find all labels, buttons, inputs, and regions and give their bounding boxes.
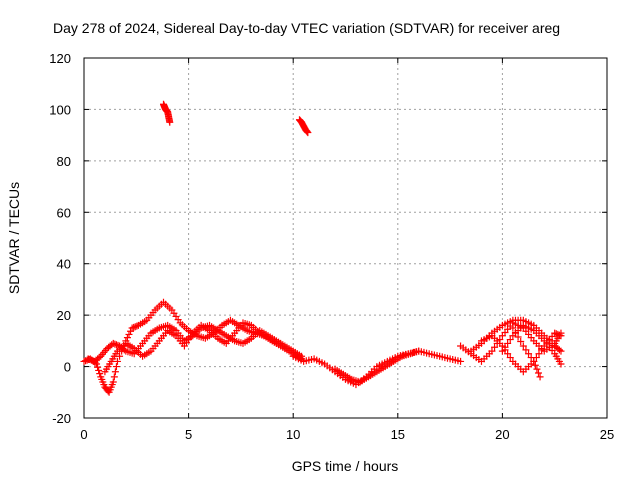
data-point xyxy=(506,336,514,344)
data-point xyxy=(557,332,565,340)
data-point xyxy=(113,357,121,365)
data-point xyxy=(557,347,565,355)
y-tick-label: 0 xyxy=(64,360,71,375)
data-point xyxy=(96,370,104,378)
data-point xyxy=(95,354,103,362)
x-tick-label: 15 xyxy=(391,427,405,442)
x-tick-label: 10 xyxy=(286,427,300,442)
data-point xyxy=(511,329,519,336)
data-point xyxy=(123,334,131,342)
data-point xyxy=(525,350,533,358)
data-point xyxy=(551,329,559,337)
data-point xyxy=(530,357,538,365)
data-point xyxy=(84,355,92,363)
data-point xyxy=(128,324,136,332)
data-point xyxy=(125,330,133,338)
axis-ticks: 0 5 10 15 20 25 -20 0 20 40 60 80 100 120 xyxy=(49,51,614,442)
data-point xyxy=(509,324,517,332)
x-tick-label: 25 xyxy=(600,427,614,442)
data-point xyxy=(415,347,423,355)
data-point xyxy=(504,339,512,347)
data-point xyxy=(457,357,465,365)
data-point xyxy=(304,129,312,137)
data-point xyxy=(555,331,563,339)
data-point xyxy=(112,341,120,349)
data-point xyxy=(109,339,117,347)
data-points xyxy=(80,100,565,396)
data-point xyxy=(111,340,119,348)
chart-title: Day 278 of 2024, Sidereal Day-to-day VTE… xyxy=(53,20,560,36)
series-spike-1 xyxy=(159,100,174,126)
plot-frame xyxy=(83,57,608,419)
data-point xyxy=(557,360,565,368)
data-point xyxy=(491,343,499,351)
data-point xyxy=(522,346,530,354)
data-point xyxy=(519,342,527,350)
series-arc-c xyxy=(101,319,280,376)
data-point xyxy=(89,357,97,365)
x-tick-label: 5 xyxy=(185,427,192,442)
data-point xyxy=(504,350,512,358)
data-point xyxy=(110,373,118,381)
data-point xyxy=(80,357,88,365)
data-point xyxy=(86,356,94,363)
series-arc-e xyxy=(331,347,423,386)
y-tick-label: 100 xyxy=(49,102,71,117)
data-point xyxy=(112,363,120,371)
data-point xyxy=(531,361,539,369)
data-point xyxy=(95,366,103,374)
series-spike-2 xyxy=(295,116,312,137)
data-point xyxy=(127,327,135,335)
data-point xyxy=(534,369,542,377)
data-point xyxy=(554,330,562,338)
data-point xyxy=(538,346,546,354)
data-point xyxy=(535,350,543,358)
data-point xyxy=(501,343,509,351)
data-point xyxy=(166,118,174,126)
y-axis-label: SDTVAR / TECUs xyxy=(6,182,22,294)
y-tick-label: 60 xyxy=(57,205,71,220)
data-point xyxy=(109,378,117,386)
data-point xyxy=(536,373,544,381)
y-tick-label: 120 xyxy=(49,51,71,66)
y-tick-label: 40 xyxy=(57,257,71,272)
data-point xyxy=(488,347,496,355)
data-point xyxy=(498,347,506,355)
data-point xyxy=(131,323,139,331)
x-tick-label: 20 xyxy=(495,427,509,442)
data-point xyxy=(94,363,102,371)
series-arc-h xyxy=(477,329,565,376)
data-point xyxy=(506,354,514,362)
y-tick-label: 80 xyxy=(57,154,71,169)
x-axis-label: GPS time / hours xyxy=(292,458,399,474)
data-point xyxy=(555,346,563,354)
data-point xyxy=(527,354,535,362)
data-point xyxy=(517,338,525,345)
data-point xyxy=(533,365,541,373)
y-tick-label: 20 xyxy=(57,308,71,323)
data-point xyxy=(130,323,138,331)
y-tick-label: -20 xyxy=(52,411,71,426)
data-point xyxy=(133,322,141,330)
series-arc-d xyxy=(289,347,465,389)
data-point xyxy=(514,333,522,341)
data-point xyxy=(552,330,560,338)
data-point xyxy=(111,368,119,376)
series-arc-a xyxy=(80,298,306,396)
data-point xyxy=(272,339,280,347)
series-arc-j xyxy=(509,324,544,381)
x-tick-label: 0 xyxy=(80,427,87,442)
